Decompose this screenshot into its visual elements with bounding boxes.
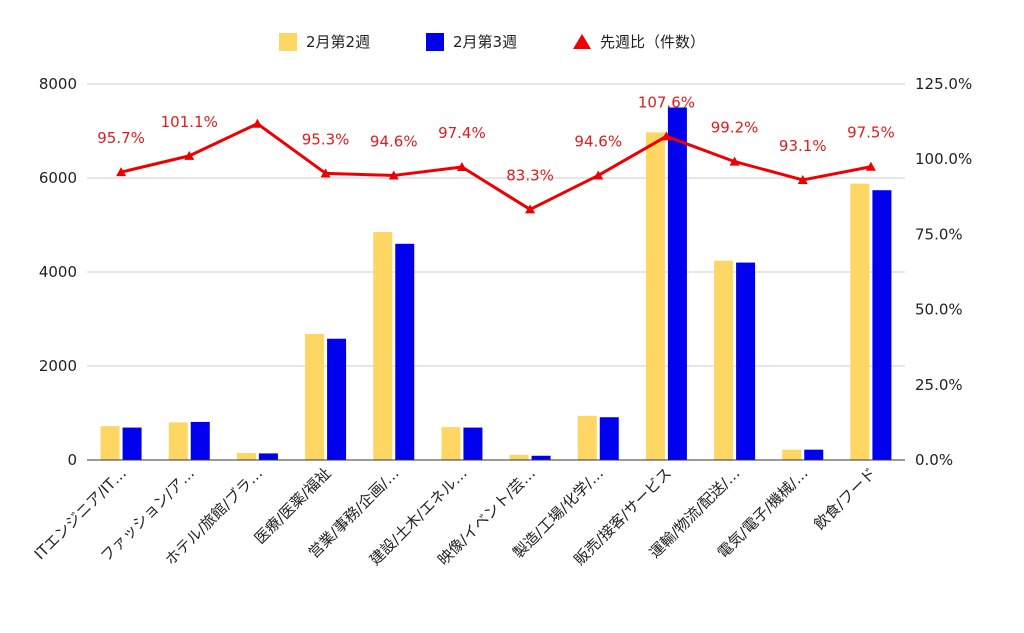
ratio-data-label: 101.1% [161, 113, 218, 131]
bar-2月第2週 [441, 427, 461, 460]
bar-2月第3週 [736, 262, 756, 460]
ratio-data-label: 99.2% [711, 119, 759, 137]
bar-2月第3週 [872, 190, 892, 460]
legend-item[interactable]: 先週比（件数） [573, 33, 705, 51]
ratio-data-label: 95.7% [97, 129, 145, 147]
y-left-tick-label: 6000 [39, 169, 77, 187]
y-right-tick-label: 125.0% [915, 75, 972, 93]
bar-2月第2週 [577, 415, 597, 460]
bar-2月第2週 [236, 452, 256, 460]
y-left-tick-label: 4000 [39, 263, 77, 281]
bar-2月第3週 [190, 421, 210, 460]
y-left-tick-label: 0 [67, 451, 77, 469]
ratio-point [797, 174, 808, 184]
ratio-data-label: 107.6% [638, 93, 695, 111]
bar-2月第2週 [714, 260, 734, 460]
legend[interactable]: 2月第2週 2月第3週 先週比（件数） [279, 33, 705, 51]
axes: 0 2000 4000 6000 8000 0.0% 25.0% 50.0% 75.0% 100.… [31, 75, 972, 569]
x-tick-label: 飲食/フード [810, 464, 879, 533]
bar-2月第3週 [395, 243, 415, 460]
ratio-point [729, 156, 740, 166]
ratio-point [184, 150, 195, 160]
y-left-tick-label: 8000 [39, 75, 77, 93]
bar-2月第2週 [373, 232, 393, 460]
bar-2月第2週 [850, 183, 870, 460]
y-right-tick-label: 50.0% [915, 301, 963, 319]
ratio-point [661, 131, 672, 141]
bar-2月第2週 [100, 426, 120, 460]
ratio-data-label: 83.3% [506, 166, 554, 184]
ratio-data-label: 94.6% [370, 132, 418, 150]
legend-item[interactable]: 2月第3週 [426, 33, 517, 51]
y-right-tick-label: 100.0% [915, 150, 972, 168]
ratio-data-label: 97.4% [438, 124, 486, 142]
legend-label: 2月第2週 [306, 33, 370, 51]
bar-2月第3週 [463, 427, 483, 460]
bar-2月第3週 [804, 449, 824, 460]
ratio-point [320, 168, 331, 178]
bar-2月第2週 [168, 422, 188, 460]
bar-2月第3週 [327, 338, 347, 460]
bar-2月第2週 [782, 449, 802, 460]
bar-2月第2週 [645, 132, 665, 460]
y-right-tick-label: 0.0% [915, 451, 953, 469]
ratio-point [865, 161, 876, 171]
ratio-line: 95.7% 101.1% 95.3% 94.6% 97.4% 83.3% 94.6% 107.… [97, 93, 895, 214]
legend-swatch [573, 34, 591, 49]
bar-2月第3週 [531, 455, 551, 460]
ratio-point [116, 167, 127, 177]
bar-2月第3週 [258, 453, 278, 460]
ratio-point [525, 204, 536, 214]
ratio-data-label: 94.6% [574, 132, 622, 150]
bar-2月第3週 [599, 417, 619, 460]
ratio-data-label: 97.5% [847, 124, 895, 142]
bar-2月第3週 [122, 427, 142, 460]
gridlines [87, 83, 905, 367]
y-left-tick-label: 2000 [39, 357, 77, 375]
y-right-tick-label: 75.0% [915, 225, 963, 243]
bars [100, 107, 892, 460]
bar-2月第2週 [305, 334, 325, 460]
ratio-data-label: 95.3% [302, 130, 350, 148]
ratio-data-label: 93.1% [779, 137, 827, 155]
bar-2月第3週 [667, 107, 687, 460]
legend-item[interactable]: 2月第2週 [279, 33, 370, 51]
legend-label: 2月第3週 [453, 33, 517, 51]
ratio-point [252, 118, 263, 128]
legend-swatch [279, 33, 297, 51]
ratio-line-path [120, 122, 872, 211]
legend-swatch [426, 33, 444, 51]
ratio-point [456, 162, 467, 172]
y-right-tick-label: 25.0% [915, 376, 963, 394]
legend-label: 先週比（件数） [600, 33, 705, 51]
ratio-point [388, 170, 399, 180]
ratio-point [593, 170, 604, 180]
bar-2月第2週 [509, 454, 529, 460]
